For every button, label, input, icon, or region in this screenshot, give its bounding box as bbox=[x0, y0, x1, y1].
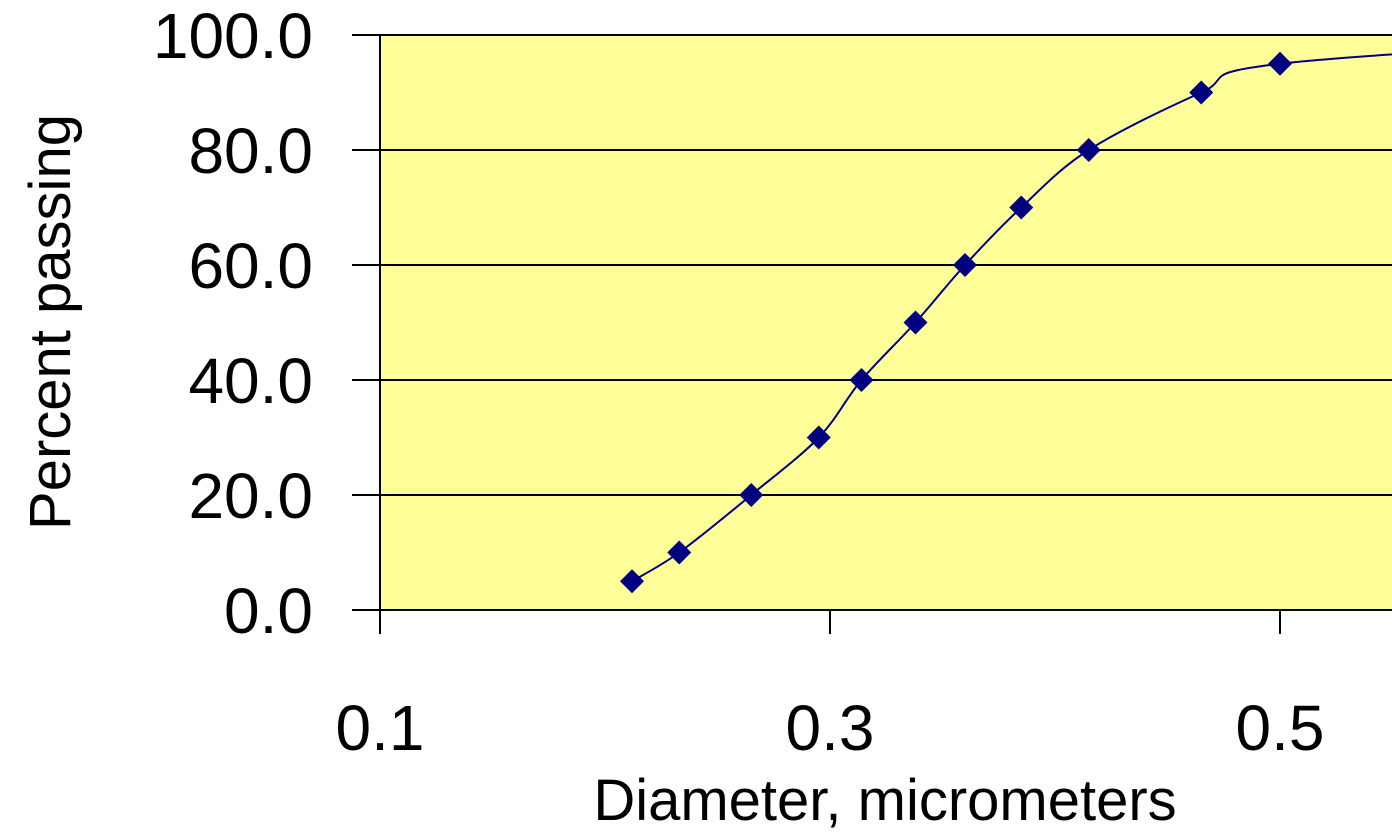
x-tick-label: 0.3 bbox=[786, 692, 875, 764]
y-tick-label: 100.0 bbox=[153, 0, 313, 72]
x-axis-title: Diameter, micrometers bbox=[593, 768, 1176, 833]
series-markers bbox=[620, 51, 1292, 594]
data-point-marker bbox=[1076, 138, 1101, 162]
axes bbox=[379, 35, 1392, 611]
y-tick-label: 20.0 bbox=[188, 460, 313, 532]
y-axis-ticks: 0.0 20.0 40.0 60.0 80.0 100.0 bbox=[153, 0, 380, 647]
data-point-marker bbox=[849, 368, 874, 392]
data-point-marker bbox=[1009, 195, 1034, 220]
data-point-marker bbox=[1189, 80, 1214, 105]
data-point-marker bbox=[620, 569, 644, 594]
data-point-marker bbox=[1268, 51, 1292, 76]
data-point-marker bbox=[667, 540, 692, 565]
data-point-marker bbox=[739, 483, 764, 507]
y-tick-label: 0.0 bbox=[224, 575, 313, 647]
x-tick-label: 0.1 bbox=[336, 692, 425, 764]
y-tick-label: 80.0 bbox=[188, 115, 313, 187]
y-tick-label: 60.0 bbox=[188, 230, 313, 302]
x-axis-ticks: 0.10.30.50.70.9 bbox=[336, 610, 1325, 764]
gridlines bbox=[380, 34, 1392, 496]
plot-area bbox=[380, 35, 1392, 610]
data-point-marker bbox=[903, 310, 928, 335]
y-tick-label: 40.0 bbox=[188, 345, 313, 417]
y-axis-title: Percent passing bbox=[18, 114, 83, 530]
data-point-marker bbox=[953, 253, 977, 277]
x-tick-label: 0.5 bbox=[1236, 692, 1325, 764]
data-point-marker bbox=[806, 425, 831, 450]
